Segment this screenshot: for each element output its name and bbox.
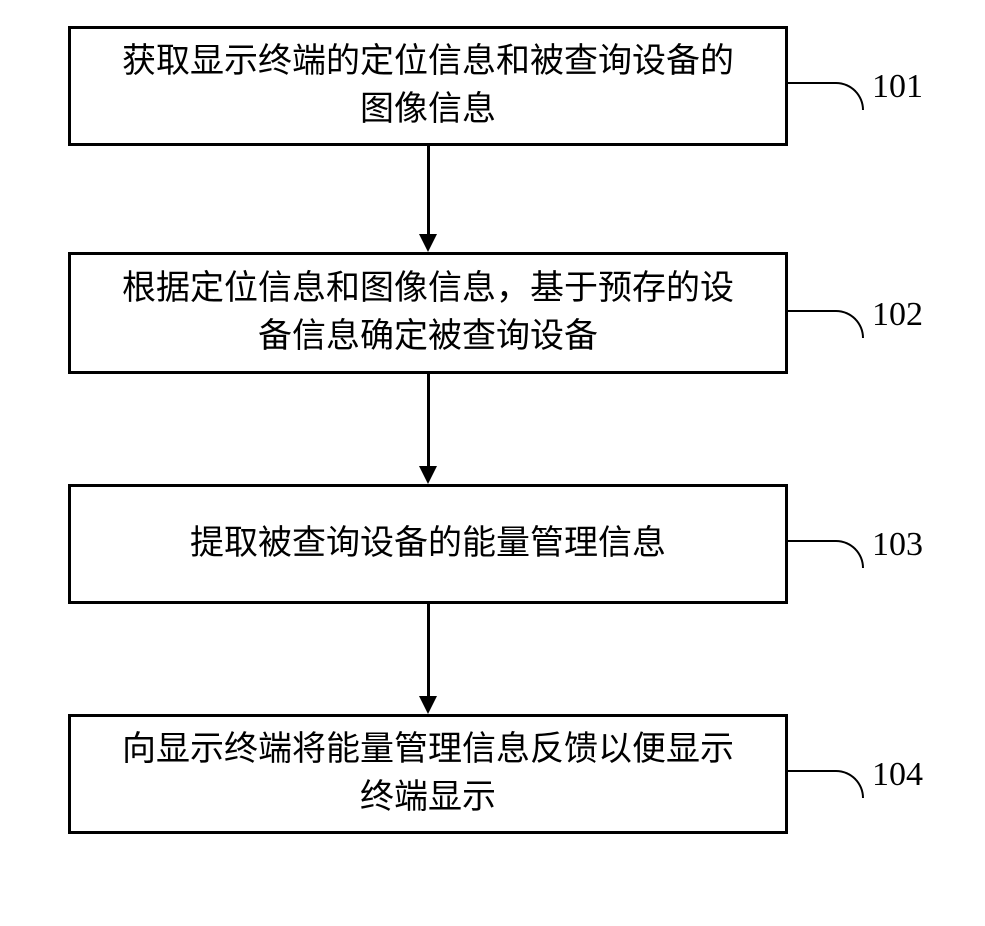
flow-node-2-text: 根据定位信息和图像信息，基于预存的设 备信息确定被查询设备 bbox=[122, 265, 734, 360]
flow-node-2-line2: 备信息确定被查询设备 bbox=[258, 318, 598, 355]
flow-node-1-line2: 图像信息 bbox=[360, 91, 496, 128]
flow-node-3-text: 提取被查询设备的能量管理信息 bbox=[190, 520, 666, 568]
label-connector-2 bbox=[788, 310, 864, 338]
flow-node-3: 提取被查询设备的能量管理信息 bbox=[68, 484, 788, 604]
flow-node-4: 向显示终端将能量管理信息反馈以便显示 终端显示 bbox=[68, 714, 788, 834]
label-connector-3 bbox=[788, 540, 864, 568]
flow-node-1-text: 获取显示终端的定位信息和被查询设备的 图像信息 bbox=[122, 38, 734, 133]
flow-node-1-line1: 获取显示终端的定位信息和被查询设备的 bbox=[122, 43, 734, 80]
flow-label-3: 103 bbox=[872, 526, 923, 564]
flow-node-4-line2: 终端显示 bbox=[360, 779, 496, 816]
flow-label-1: 101 bbox=[872, 68, 923, 106]
flow-node-4-text: 向显示终端将能量管理信息反馈以便显示 终端显示 bbox=[122, 726, 734, 821]
label-connector-4 bbox=[788, 770, 864, 798]
flow-node-2-line1: 根据定位信息和图像信息，基于预存的设 bbox=[122, 270, 734, 307]
flow-label-4: 104 bbox=[872, 756, 923, 794]
flowchart-canvas: 获取显示终端的定位信息和被查询设备的 图像信息 101 根据定位信息和图像信息，… bbox=[0, 0, 985, 926]
flow-node-2: 根据定位信息和图像信息，基于预存的设 备信息确定被查询设备 bbox=[68, 252, 788, 374]
flow-node-4-line1: 向显示终端将能量管理信息反馈以便显示 bbox=[122, 731, 734, 768]
flow-node-3-line1: 提取被查询设备的能量管理信息 bbox=[190, 525, 666, 562]
label-connector-1 bbox=[788, 82, 864, 110]
flow-label-2: 102 bbox=[872, 296, 923, 334]
flow-node-1: 获取显示终端的定位信息和被查询设备的 图像信息 bbox=[68, 26, 788, 146]
